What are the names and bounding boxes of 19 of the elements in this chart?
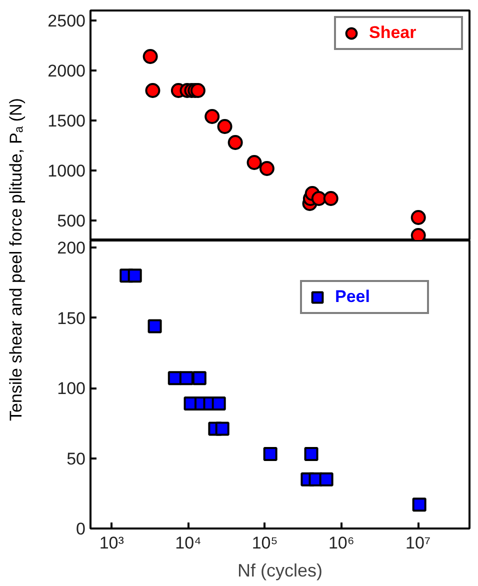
x-tick-label: 10³ bbox=[99, 534, 124, 552]
x-axis-title: Nf (cycles) bbox=[238, 560, 322, 580]
x-tick-label: 10⁵ bbox=[252, 534, 278, 552]
y-tick-label: 1000 bbox=[48, 162, 86, 180]
y-tick-label: 500 bbox=[57, 212, 86, 230]
y-tick-label: 2500 bbox=[48, 12, 86, 30]
x-tick-label: 10⁴ bbox=[175, 534, 202, 552]
y-tick-label: 2000 bbox=[48, 62, 86, 80]
x-tick-label: 10⁷ bbox=[405, 534, 431, 552]
y-axis-title: Tensile shear and peel force plitude, Pₐ (N) bbox=[6, 98, 26, 421]
x-tick-label: 10⁶ bbox=[328, 534, 354, 552]
y-tick-label: 0 bbox=[76, 520, 86, 538]
y-tick-label: 200 bbox=[57, 238, 86, 258]
legend-label: Shear bbox=[369, 23, 418, 43]
y-tick-label: 50 bbox=[66, 449, 86, 468]
y-tick-label: 1500 bbox=[48, 112, 86, 130]
y-tick-label: 100 bbox=[57, 379, 86, 398]
legend-label: Peel bbox=[335, 287, 371, 307]
y-tick-label: 150 bbox=[57, 308, 86, 328]
